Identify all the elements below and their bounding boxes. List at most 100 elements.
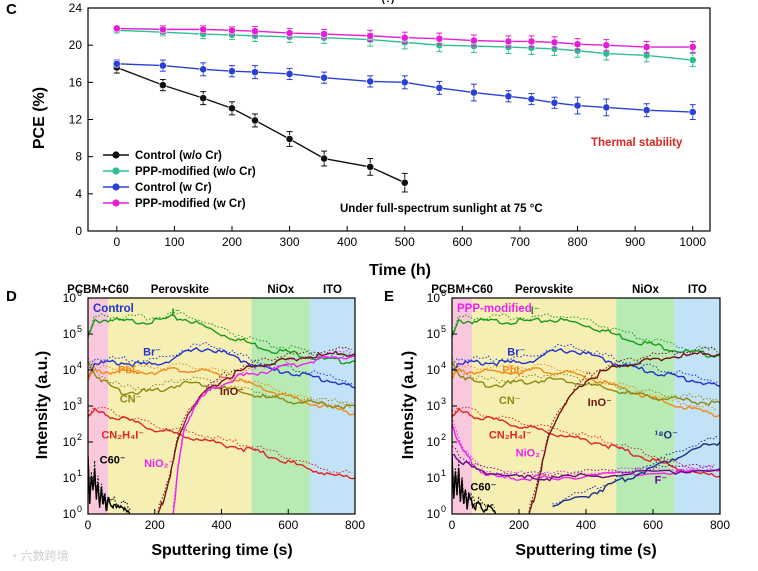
sims-y-tick-exponent: 1 — [441, 468, 446, 478]
panel-c: C (?) 0 100 200 300 400 500 600 700 800 900 1000 0 4… — [6, 0, 711, 279]
region-label-pcbm-c60: PCBM+C60 — [431, 284, 493, 296]
c-data-point — [527, 37, 536, 46]
sims-series-line-i — [452, 317, 720, 358]
c-data-point — [251, 116, 259, 125]
sims-series-reference-br — [452, 343, 718, 384]
region-label-ito: ITO — [323, 284, 342, 296]
sims-series-line-ino — [157, 350, 355, 514]
c-x-tick-label: 300 — [280, 235, 300, 249]
sims-series-line-ino — [528, 350, 720, 514]
sims-series-group — [452, 313, 720, 514]
region-label-pcbm-c60: PCBM+C60 — [67, 284, 129, 296]
sims-y-tick-base: 10 — [427, 363, 441, 377]
c-legend-marker — [112, 167, 120, 175]
c-y-tick-label: 8 — [75, 150, 82, 164]
c-data-point — [688, 56, 697, 64]
sims-y-tick-base: 10 — [63, 291, 77, 305]
sims-series-reference-i — [88, 311, 353, 360]
c-legend-label: Control (w/o Cr) — [135, 150, 222, 162]
c-y-tick-label: 20 — [69, 38, 83, 52]
sims-series-line-f — [452, 453, 720, 482]
sims-series-line-i — [88, 314, 355, 365]
sims-series-reference-i — [452, 313, 718, 353]
c-data-point — [400, 178, 409, 187]
c-data-point — [550, 98, 559, 107]
region-label-perovskite: Perovskite — [515, 284, 573, 296]
sims-x-tick-label: 0 — [85, 518, 92, 532]
sims-y-tick-base: 10 — [63, 327, 77, 341]
sims-x-tick-label: 400 — [211, 518, 231, 532]
c-data-point — [435, 34, 444, 43]
c-legend-marker — [112, 151, 120, 159]
sims-series-line-pbi — [452, 367, 720, 418]
region-band-pcbm-c60 — [88, 298, 109, 514]
region-band-perovskite — [472, 298, 617, 514]
panel-d: D PCBM+C60 Perovskite NiOx ITO 0 200 400 600 800… — [6, 284, 365, 559]
c-data-point — [158, 61, 167, 70]
c-data-point — [550, 38, 559, 47]
c-data-point — [251, 68, 259, 77]
c-series-line — [116, 29, 693, 61]
region-label-ito: ITO — [688, 284, 707, 296]
c-data-point — [602, 103, 611, 112]
c-data-point — [366, 162, 375, 171]
sims-y-tick-label: 10 — [427, 435, 441, 449]
sims-x-tick-label: 400 — [576, 518, 596, 532]
sims-series-reference-cn-h-i — [452, 406, 718, 473]
c-data-point — [400, 33, 409, 42]
sims-series-reference-br — [88, 342, 353, 385]
sims-series-reference-o — [552, 435, 718, 505]
c-y-tick-label: 16 — [69, 75, 83, 89]
sims-inset-title: PPP-modified — [457, 303, 532, 315]
c-data-point — [228, 104, 236, 113]
region-band-perovskite — [108, 298, 252, 514]
c-data-point — [112, 59, 121, 68]
sims-y-tick-label: 10 — [63, 363, 77, 377]
region-label-niox: NiOx — [632, 284, 659, 296]
c-data-point — [366, 77, 375, 86]
c-x-tick-label: 400 — [337, 235, 357, 249]
panel-d-y-axis-title: Intensity (a.u.) — [34, 351, 51, 459]
sims-series-line-c60 — [88, 456, 132, 514]
sims-series-line-o — [552, 441, 720, 508]
c-x-tick-label: 100 — [164, 235, 184, 249]
species-label-c60: C60⁻ — [470, 482, 496, 494]
c-data-point — [504, 92, 513, 101]
sims-series-reference-pbi — [88, 362, 353, 409]
sims-y-tick-label: 10 — [427, 291, 441, 305]
c-data-point — [158, 25, 167, 34]
c-legend-label: PPP-modified (w/o Cr) — [135, 166, 256, 178]
sims-y-tick-base: 10 — [63, 507, 77, 521]
species-label-nio: NiO₂⁻ — [516, 447, 546, 459]
species-label-cn-h-i: CN₂H₄I⁻ — [489, 429, 532, 441]
c-data-point — [228, 26, 236, 35]
c-data-point — [285, 70, 294, 78]
panel-letter-c: C — [6, 1, 17, 18]
species-label-pbi: PbI₂ — [118, 365, 140, 377]
c-legend-marker — [112, 199, 120, 207]
thermal-stability-annotation: Thermal stability — [591, 137, 683, 149]
sims-inset-title: Control — [93, 303, 134, 315]
sims-y-tick-label: 10 — [63, 399, 77, 413]
panel-letter-e: E — [384, 288, 394, 305]
sims-x-tick-label: 800 — [345, 518, 365, 532]
c-data-point — [504, 37, 513, 46]
sims-series-line-br — [452, 347, 720, 387]
sims-y-tick-label: 10 — [427, 327, 441, 341]
sims-x-tick-label: 200 — [145, 518, 165, 532]
sims-series-line-cn-h-i — [452, 407, 720, 478]
species-label-ino: InO⁻ — [588, 397, 612, 409]
region-label-niox: NiOx — [267, 284, 294, 296]
species-label-ino: InO⁻ — [220, 386, 244, 398]
c-y-tick-label: 0 — [75, 224, 82, 238]
watermark: ◔ 六数跨境 — [10, 548, 69, 563]
sims-x-tick-label: 200 — [509, 518, 529, 532]
panel-c-x-axis-title: Time (h) — [369, 262, 431, 279]
panel-letter-d: D — [6, 288, 17, 305]
sims-y-tick-label: 10 — [427, 507, 441, 521]
sims-y-tick-base: 10 — [63, 363, 77, 377]
watermark-logo-icon: ◔ — [10, 549, 21, 563]
c-x-tick-label: 900 — [625, 235, 645, 249]
sims-x-tick-label: 0 — [449, 518, 456, 532]
